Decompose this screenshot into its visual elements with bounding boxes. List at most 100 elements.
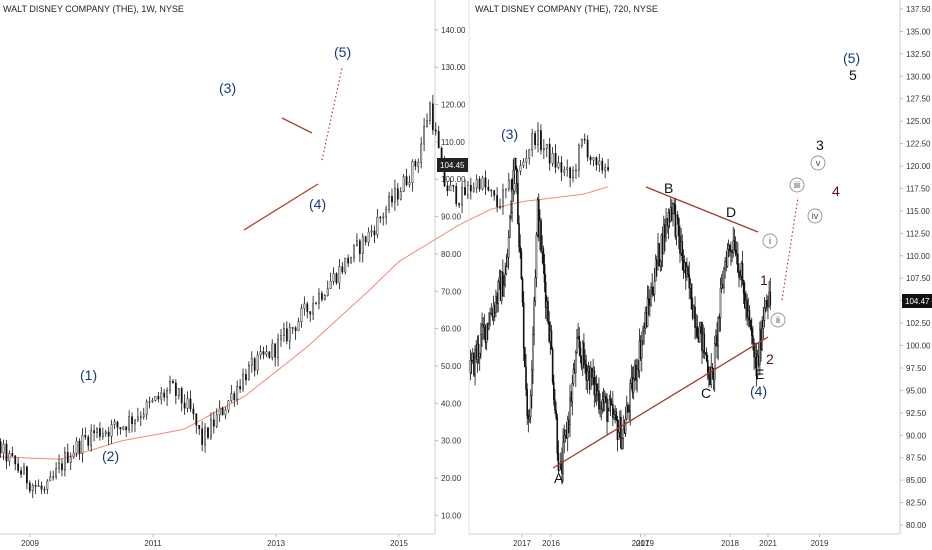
left-candle-body [484, 177, 487, 188]
left-price-tick-label: 110.00 [441, 138, 465, 147]
wave-label-e: E [755, 366, 764, 382]
left-candle-body [452, 184, 455, 187]
wave-label-5-right: (5) [843, 50, 860, 66]
left-candle-body [472, 187, 475, 192]
left-candle-body [104, 431, 107, 435]
left-candle-body [347, 257, 350, 264]
wave-label-minor-5: 5 [849, 67, 857, 83]
right-candle-body [650, 286, 652, 306]
left-candle-body [350, 257, 352, 264]
right-price-tick-label: 102.50 [906, 319, 931, 328]
left-time-tick-label: 2011 [144, 539, 162, 548]
left-candle-body [245, 374, 247, 381]
right-candle-body [547, 301, 549, 323]
left-candle-body [262, 351, 265, 355]
left-candle-body [253, 358, 256, 371]
left-price-tick-label: 140.00 [441, 26, 466, 35]
right-price-tick-label: 132.50 [906, 50, 931, 59]
right-candle-body [510, 212, 512, 217]
right-candle-body [517, 183, 519, 224]
right-candle-body [734, 249, 737, 255]
wave-circle-ii-label: ii [776, 315, 780, 325]
weekly-candlestick-series [0, 94, 610, 499]
right-candle-body [675, 214, 678, 237]
left-candle-body [17, 463, 20, 471]
720-candlestick-series [469, 157, 772, 485]
triangle-lower-trendline [552, 336, 769, 469]
left-candle-body [318, 293, 320, 304]
right-candle-body [514, 157, 517, 169]
left-candle-body [411, 161, 414, 183]
right-candle-body [694, 306, 696, 328]
left-candle-body [458, 203, 461, 206]
right-candle-body [659, 261, 662, 267]
right-candle-body [572, 368, 575, 384]
left-candle-body [519, 165, 522, 172]
right-candle-body [706, 360, 709, 374]
left-candle-body [288, 327, 291, 342]
left-price-tick-label: 10.00 [441, 511, 462, 520]
right-time-tick-label: 2019 [811, 539, 829, 548]
left-candle-body [174, 382, 177, 396]
left-candle-body [297, 321, 300, 331]
wave-circle-ii: ii [770, 312, 786, 328]
left-candle-body [177, 388, 180, 396]
right-candle-body [579, 347, 582, 357]
left-candle-body [502, 189, 504, 208]
right-price-tick-label: 122.50 [906, 140, 931, 149]
left-candle-body [315, 302, 317, 305]
right-candle-body [502, 271, 504, 297]
right-candle-body [651, 286, 653, 295]
left-candle-body [189, 398, 192, 410]
weekly-price-axis: 10.00 20.00 30.00 40.00 50.00 60.00 70.00 80.00… [435, 26, 466, 520]
wave-label-minor-3: 3 [816, 137, 824, 153]
left-candle-body [201, 428, 204, 445]
left-candle-body [198, 424, 201, 430]
left-candle-body [569, 167, 572, 179]
right-candle-body [552, 382, 555, 400]
weekly-upper-trendline [281, 117, 313, 134]
left-time-tick-label: 2015 [390, 539, 408, 548]
wave-circle-iv-label: iv [812, 211, 819, 221]
right-candle-body [607, 410, 610, 422]
left-candle-body [283, 328, 285, 337]
right-price-tick-label: 120.00 [906, 162, 931, 171]
right-candle-body [613, 414, 615, 418]
left-candle-body [589, 156, 592, 161]
right-candle-body [698, 326, 701, 343]
wave-circle-iv: iv [807, 208, 823, 224]
right-candle-body [621, 438, 623, 449]
right-candle-body [642, 330, 644, 342]
left-candle-body [481, 177, 484, 190]
left-candle-body [125, 426, 128, 431]
right-candle-body [489, 313, 491, 325]
left-price-tick-label: 130.00 [441, 63, 466, 72]
left-candle-body [134, 419, 136, 425]
right-candle-body [474, 349, 476, 376]
left-candle-body [364, 236, 367, 243]
right-candle-body [601, 399, 604, 410]
left-candle-body [312, 303, 315, 315]
left-candle-body [145, 401, 148, 415]
left-candle-body [66, 452, 69, 463]
left-candle-body [0, 441, 2, 454]
right-candle-body [555, 409, 557, 418]
left-candle-body [388, 196, 390, 210]
left-candle-body [58, 463, 60, 469]
right-candle-body [593, 370, 596, 396]
left-candle-body [542, 148, 545, 151]
left-time-tick-label: 2013 [267, 539, 285, 548]
left-candle-body [291, 327, 294, 329]
left-candle-body [534, 133, 536, 145]
right-candle-body [728, 245, 731, 251]
right-candle-body [569, 397, 571, 425]
right-candle-body [737, 253, 739, 273]
left-candle-body [399, 191, 402, 200]
left-candle-body [236, 386, 239, 401]
right-candle-body [749, 319, 752, 329]
left-candle-body [303, 303, 306, 309]
left-candle-body [417, 162, 420, 167]
right-candle-body [578, 336, 581, 349]
right-candle-body [576, 337, 578, 354]
left-candle-body [504, 188, 507, 191]
